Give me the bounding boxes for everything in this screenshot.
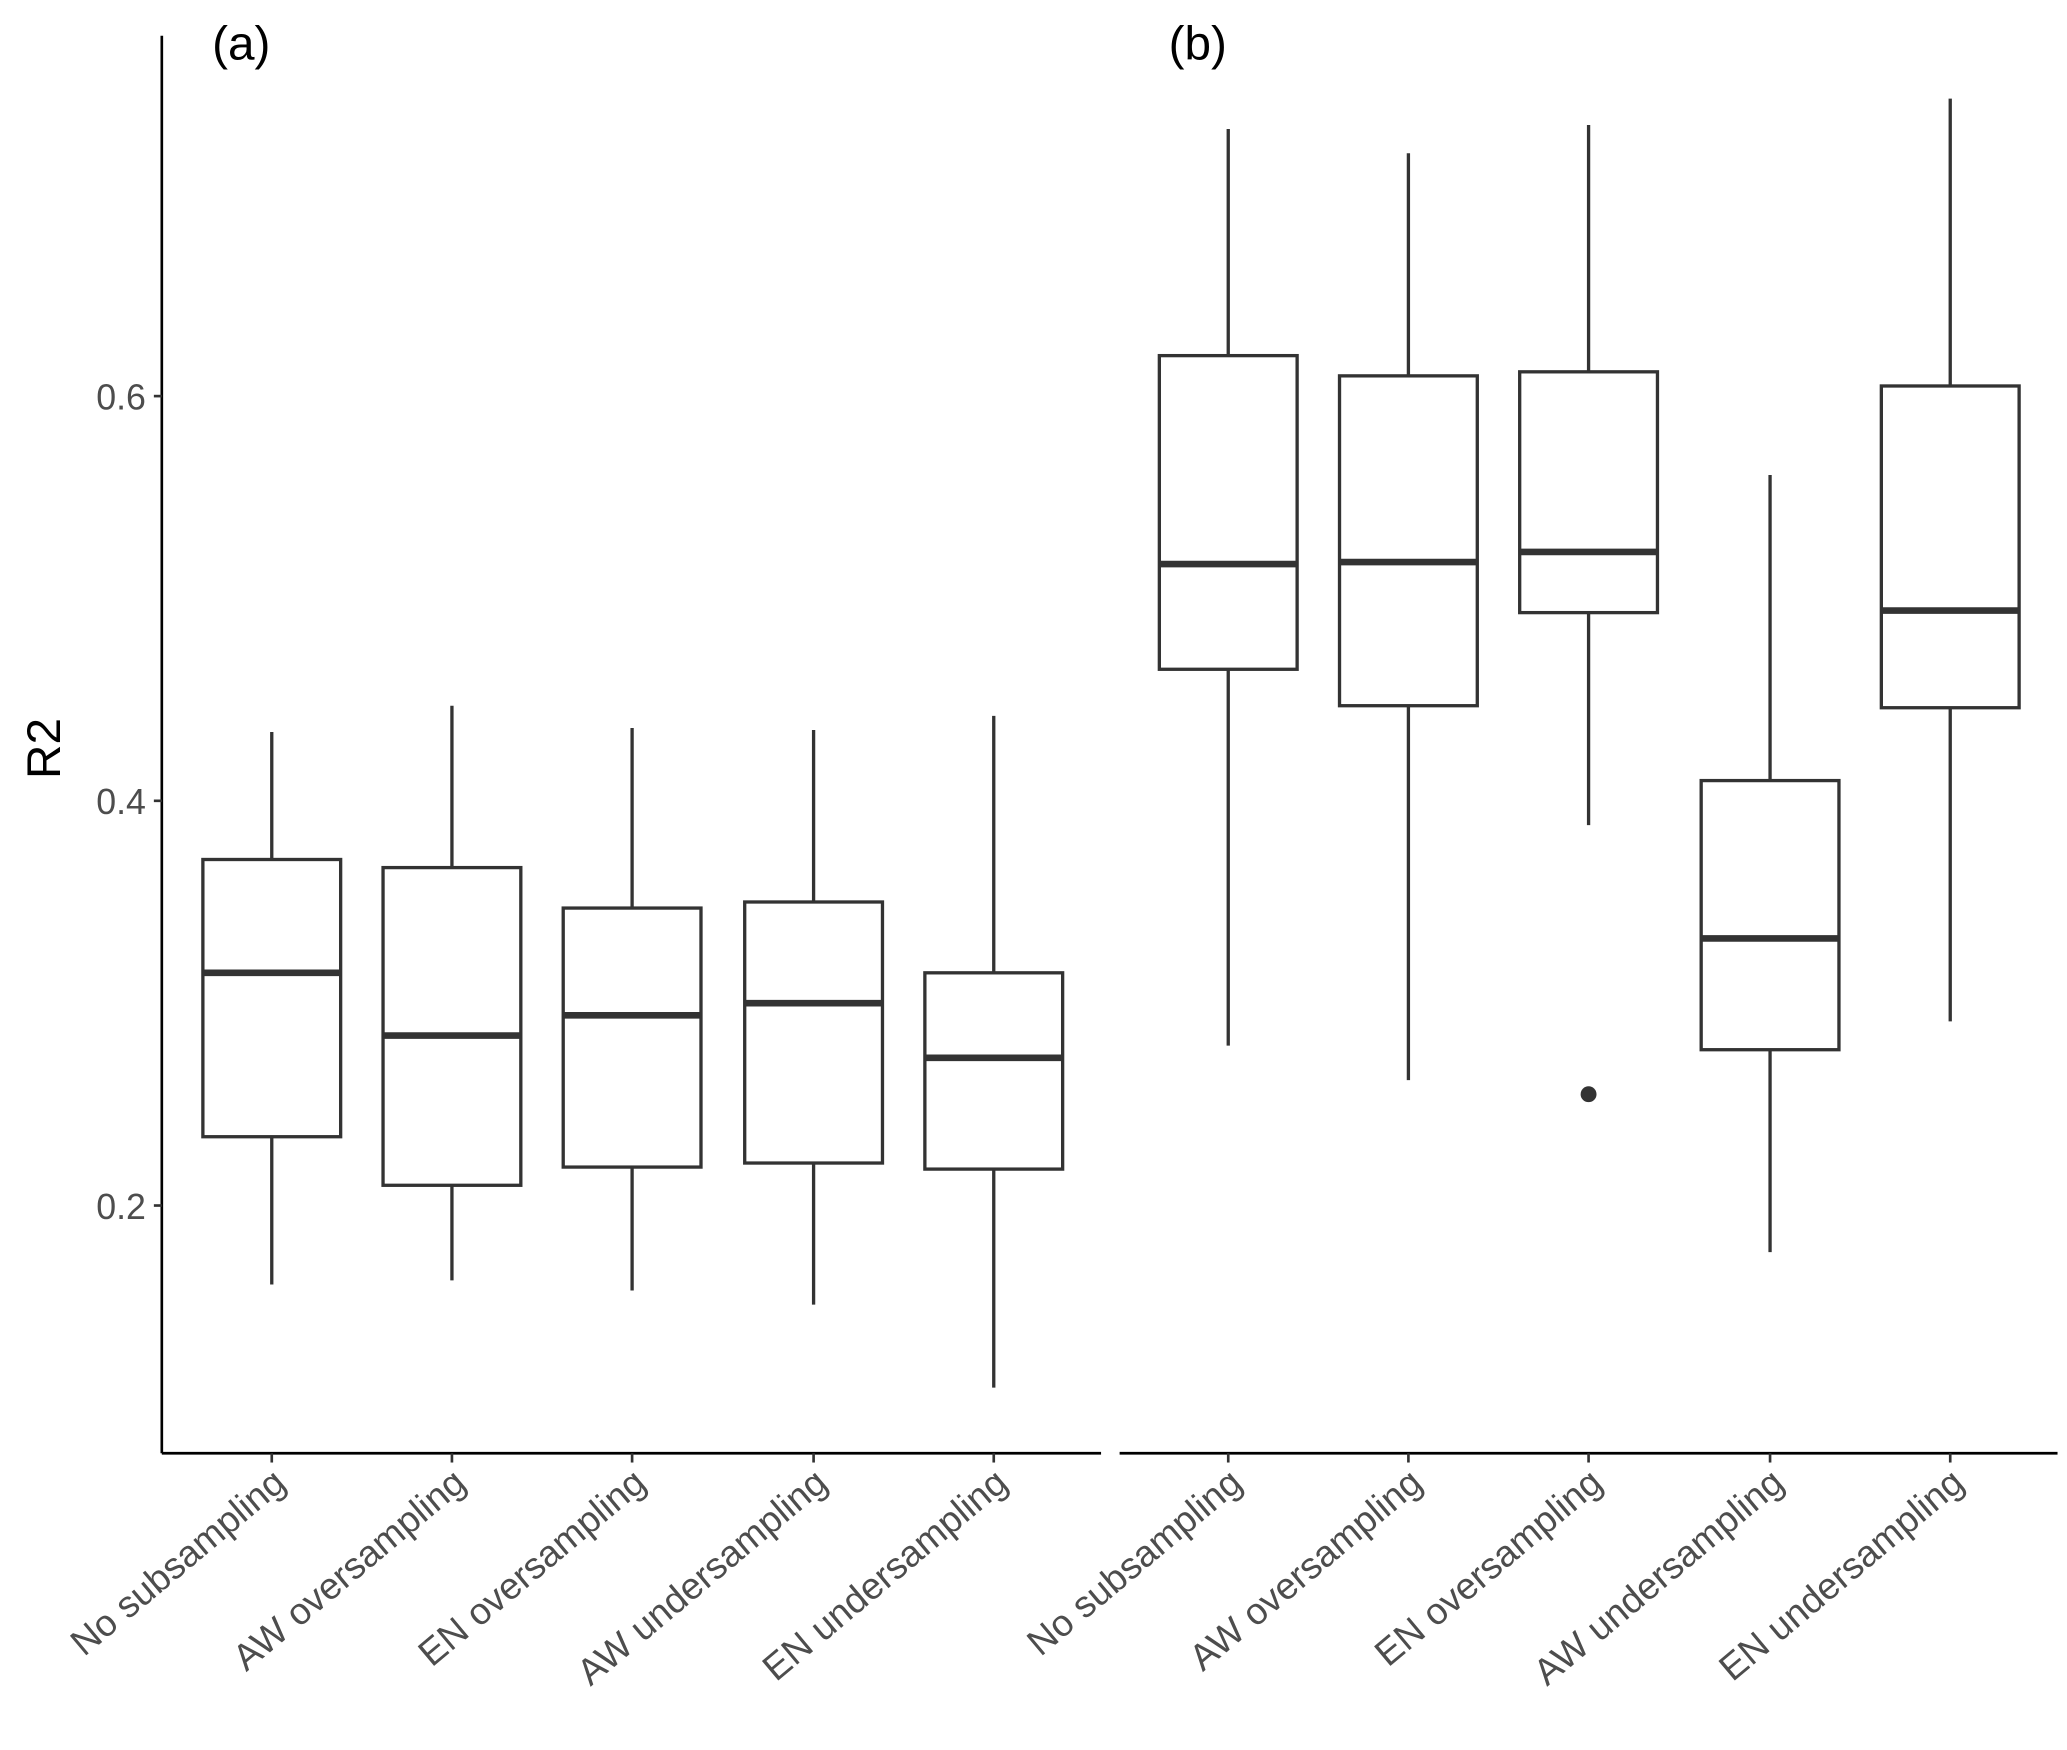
box <box>1337 374 1479 708</box>
y-tick-label: 0.6 <box>96 377 146 417</box>
box <box>923 971 1065 1171</box>
panel-label-a: (a) <box>212 18 270 71</box>
box <box>201 857 343 1139</box>
outlier-point <box>1580 1086 1597 1103</box>
panel-label-b: (b) <box>1169 18 1227 71</box>
box <box>1879 384 2021 710</box>
y-tick-label: 0.4 <box>96 782 146 822</box>
y-tick-label: 0.2 <box>96 1187 146 1227</box>
box <box>1518 370 1660 615</box>
y-axis-label: R2 <box>18 718 71 779</box>
box <box>1699 778 1841 1052</box>
box <box>561 906 703 1169</box>
box <box>381 865 523 1187</box>
box <box>743 900 885 1165</box>
box <box>1157 353 1299 671</box>
